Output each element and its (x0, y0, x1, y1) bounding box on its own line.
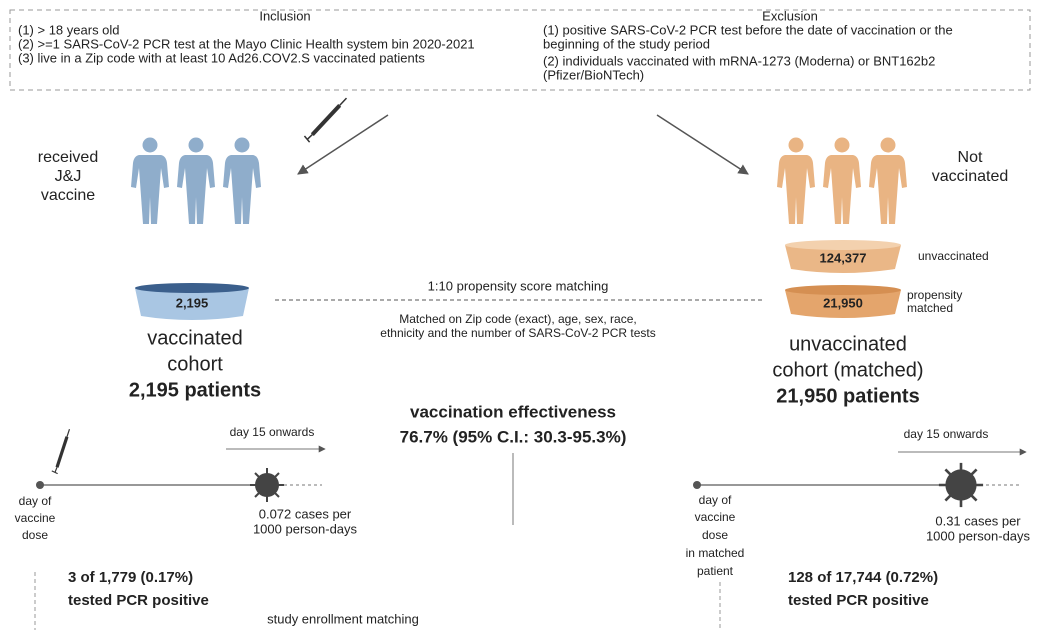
group-label: vaccinated (932, 168, 1009, 185)
arrow (657, 115, 748, 174)
footer: study enrollment matching (267, 611, 419, 626)
syringe-icon (299, 98, 353, 143)
cohort-patients: 21,950 patients (776, 385, 919, 407)
virus-icon (250, 468, 284, 502)
diagram: Inclusion (1) > 18 years old (2) >=1 SAR… (0, 0, 1041, 630)
start-label: day of (19, 494, 52, 508)
unvaccinated-people (777, 138, 907, 225)
cohort-patients: 2,195 patients (129, 379, 261, 401)
exclusion-line: (1) positive SARS-CoV-2 PCR test before … (543, 22, 953, 37)
inclusion-line: (3) live in a Zip code with at least 10 … (18, 50, 425, 65)
rate-label: 1000 person-days (926, 528, 1031, 543)
group-label: received (38, 149, 98, 166)
vaccinated-people (131, 138, 261, 225)
result: 3 of 1,779 (0.17%) (68, 569, 193, 586)
cohort-label: cohort (167, 353, 223, 375)
inclusion-line: (2) >=1 SARS-CoV-2 PCR test at the Mayo … (18, 36, 475, 51)
exclusion-line: (Pfizer/BioNTech) (543, 67, 644, 82)
start-label: patient (697, 564, 734, 578)
cohort-label: unvaccinated (789, 333, 907, 355)
matched-count: 21,950 (823, 295, 863, 310)
matched-cylinder-top (785, 285, 901, 295)
matching-detail: ethnicity and the number of SARS-CoV-2 P… (380, 326, 655, 340)
timeline-start (693, 481, 701, 489)
pool-count: 124,377 (820, 250, 867, 265)
arrow (298, 115, 388, 174)
start-label: vaccine (695, 510, 736, 524)
matching-title: 1:10 propensity score matching (428, 278, 609, 293)
cohort-count: 2,195 (176, 295, 209, 310)
start-label: in matched (686, 546, 745, 560)
exclusion-line: beginning of the study period (543, 36, 710, 51)
group-label: J&J (55, 168, 82, 185)
exclusion-title: Exclusion (762, 8, 818, 23)
cohort-label: vaccinated (147, 327, 243, 349)
rate-label: 0.072 cases per (259, 506, 352, 521)
window-label: day 15 onwards (904, 427, 989, 441)
matching-detail: Matched on Zip code (exact), age, sex, r… (399, 312, 636, 326)
syringe-icon (38, 429, 86, 475)
exclusion-line: (2) individuals vaccinated with mRNA-127… (543, 53, 935, 68)
window-label: day 15 onwards (230, 425, 315, 439)
group-label: Not (958, 149, 983, 166)
start-label: day of (699, 493, 732, 507)
matched-label: propensity (907, 288, 962, 302)
pool-label: unvaccinated (918, 249, 989, 263)
rate-label: 0.31 cases per (935, 513, 1021, 528)
page: { "inclusion": { "title": "Inclusion", "… (0, 0, 1041, 630)
result: tested PCR positive (68, 592, 209, 609)
rate-label: 1000 person-days (253, 521, 358, 536)
timeline-start (36, 481, 44, 489)
matched-label: matched (907, 301, 953, 315)
pool-cylinder-top (785, 240, 901, 250)
inclusion-title: Inclusion (259, 8, 310, 23)
result: 128 of 17,744 (0.72%) (788, 569, 938, 586)
effectiveness-title: vaccination effectiveness (410, 402, 616, 421)
inclusion-line: (1) > 18 years old (18, 22, 120, 37)
effectiveness-value: 76.7% (95% C.I.: 30.3-95.3%) (400, 427, 627, 446)
cohort-cylinder-top (135, 283, 249, 293)
virus-icon (939, 463, 983, 507)
start-label: dose (702, 528, 728, 542)
result: tested PCR positive (788, 592, 929, 609)
cohort-label: cohort (matched) (772, 359, 923, 381)
start-label: vaccine (15, 511, 56, 525)
group-label: vaccine (41, 187, 95, 204)
start-label: dose (22, 528, 48, 542)
